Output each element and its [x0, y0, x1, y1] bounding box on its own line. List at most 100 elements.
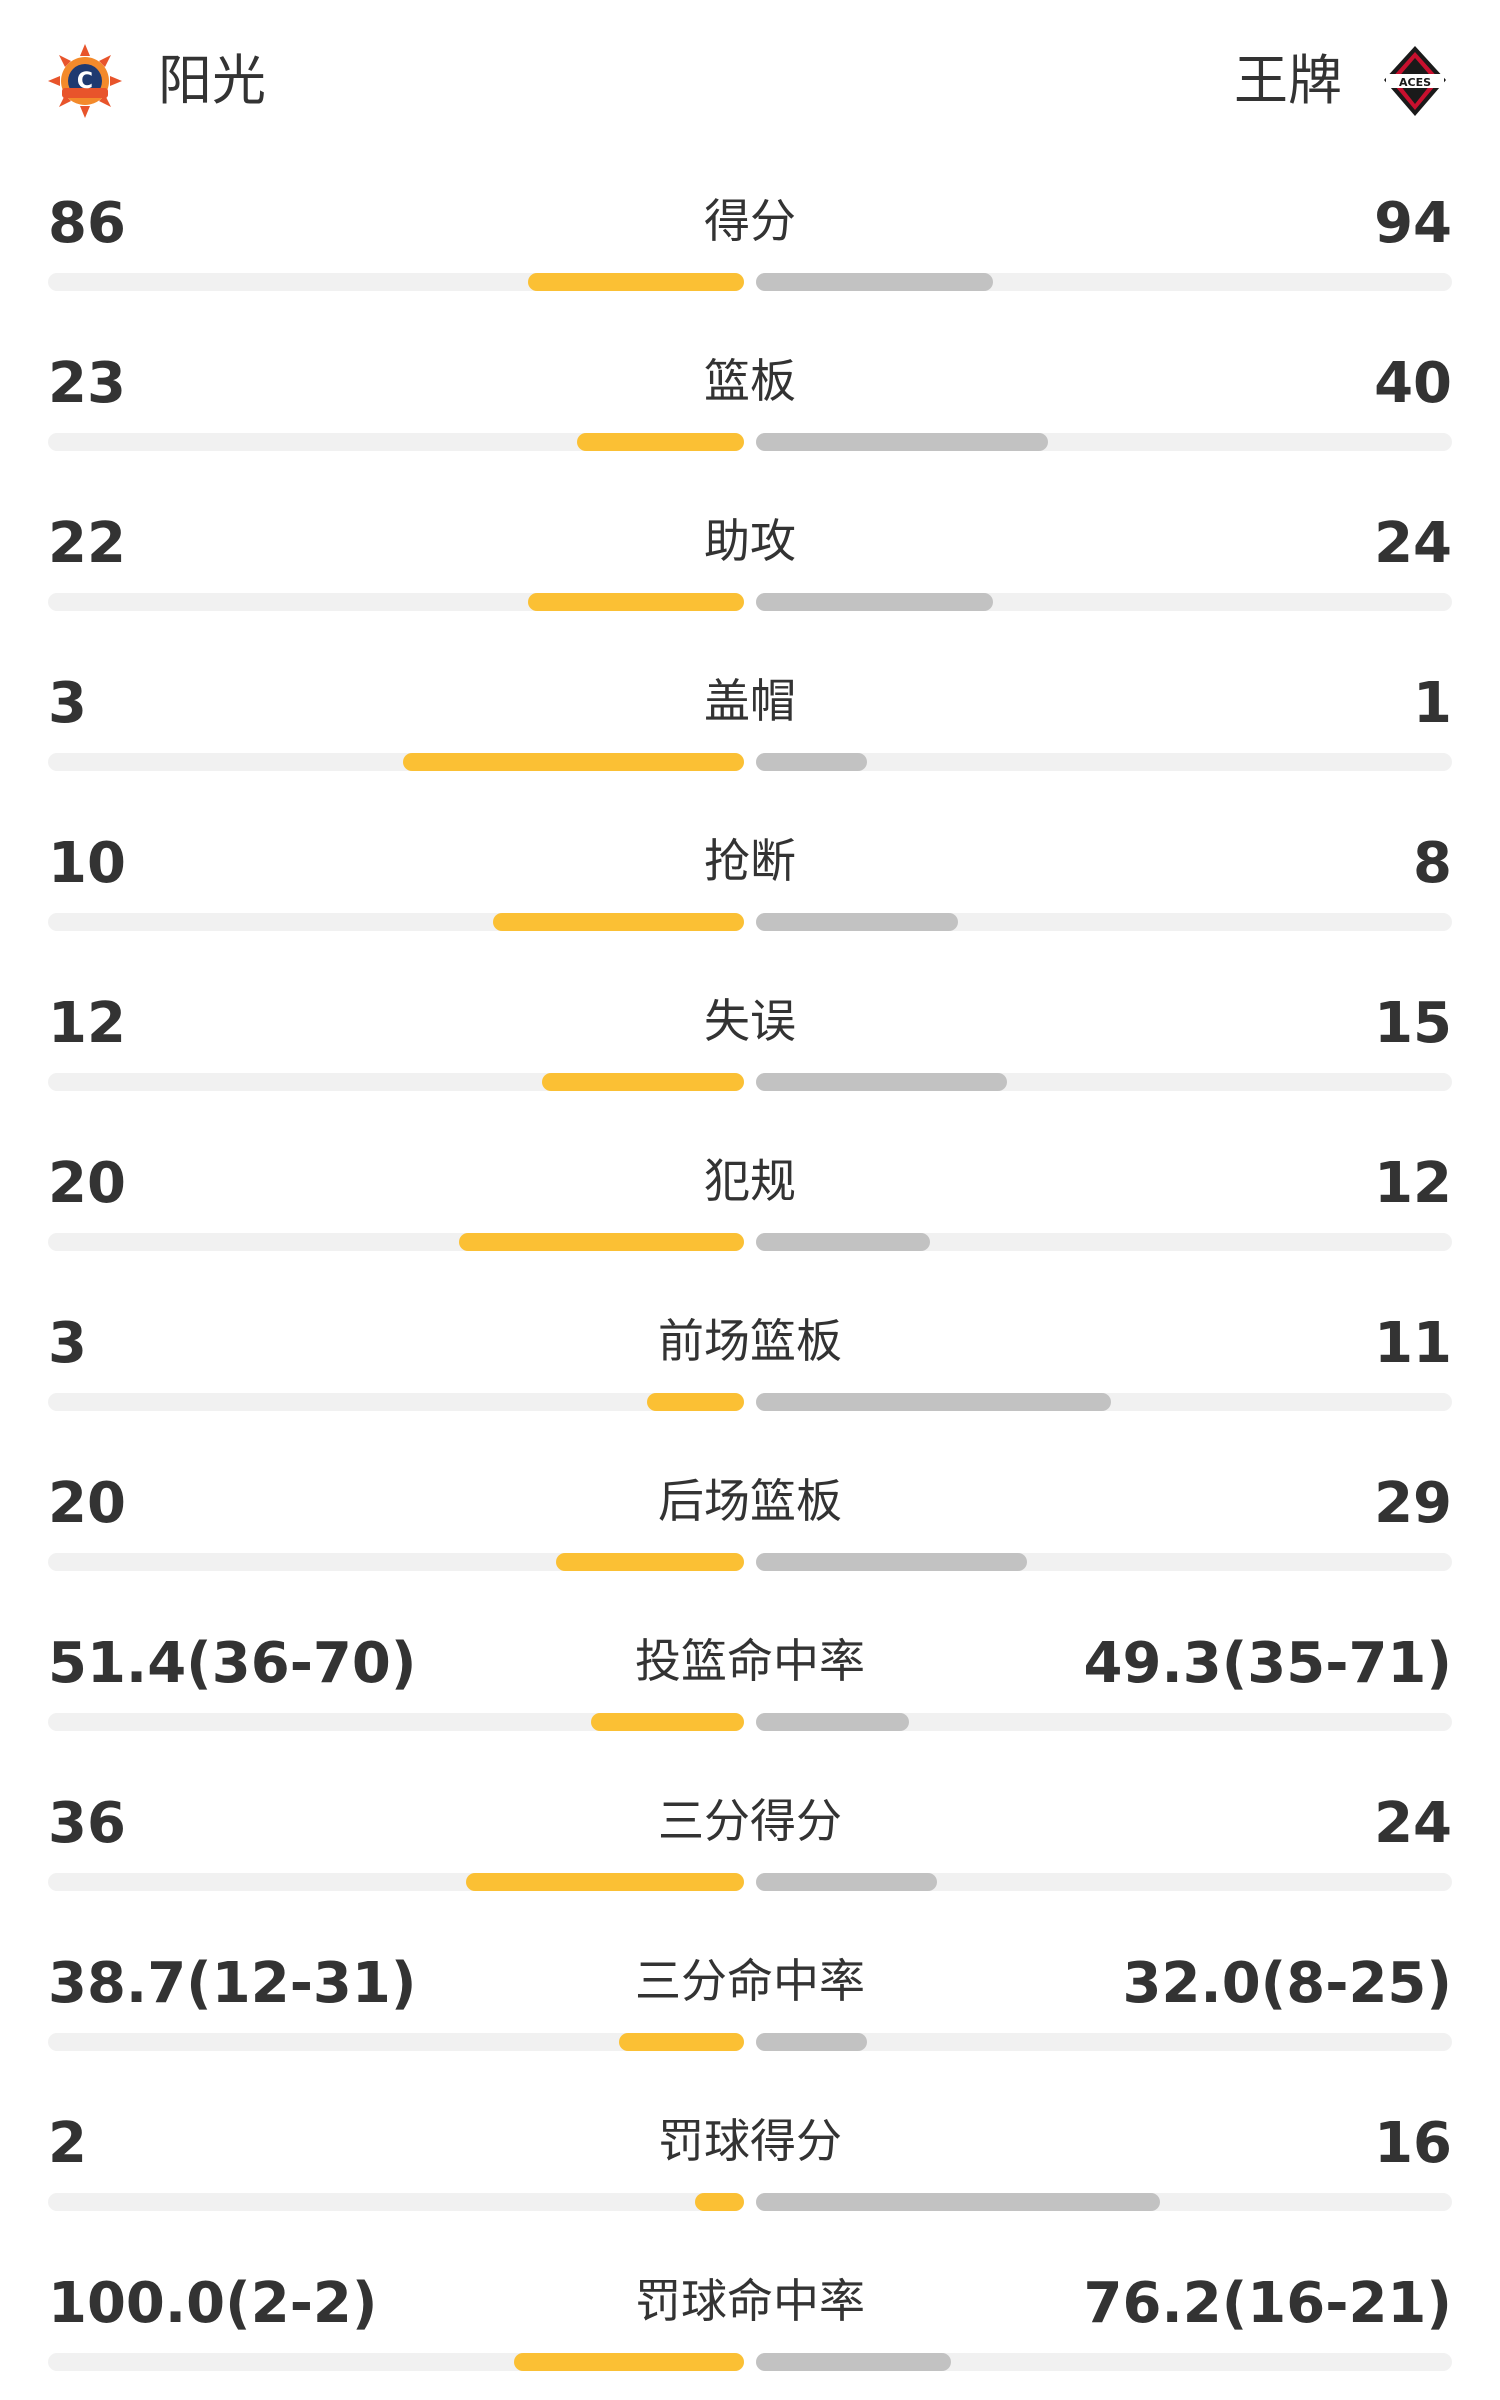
away-stat-bar-track: [756, 1393, 1452, 1411]
home-stat-value: 22: [48, 511, 126, 576]
home-stat-bar-track: [48, 433, 744, 451]
stat-label: 盖帽: [704, 674, 796, 728]
away-stat-bar-track: [756, 593, 1452, 611]
home-stat-value: 100.0(2-2): [48, 2271, 378, 2336]
home-stat-bar-track: [48, 2353, 744, 2371]
home-stat-bar-track: [48, 1073, 744, 1091]
home-stat-bar: [528, 273, 744, 291]
away-stat-bar: [756, 1713, 910, 1731]
stat-row: 38.7(12-31) 三分命中率 32.0(8-25): [0, 1920, 1500, 2080]
stat-row: 12 失误 15: [0, 960, 1500, 1120]
away-team-name: 王牌: [1234, 49, 1342, 112]
away-team[interactable]: 王牌 ACES: [1234, 38, 1454, 124]
away-stat-value: 76.2(16-21): [1083, 2271, 1452, 2336]
home-stat-value: 20: [48, 1471, 126, 1536]
stat-row: 23 篮板 40: [0, 320, 1500, 480]
home-stat-value: 36: [48, 1791, 126, 1856]
home-stat-bar-track: [48, 1233, 744, 1251]
away-stat-bar: [756, 2033, 868, 2051]
away-stat-bar-track: [756, 2033, 1452, 2051]
svg-text:ACES: ACES: [1399, 76, 1431, 89]
home-stat-value: 3: [48, 1311, 87, 1376]
home-stat-bar: [618, 2033, 744, 2051]
stat-row: 10 抢断 8: [0, 800, 1500, 960]
home-stat-bar-track: [48, 1553, 744, 1571]
away-stat-bar-track: [756, 1233, 1452, 1251]
home-stat-bar-track: [48, 1873, 744, 1891]
team-stats-comparison: 86 得分 94 23 篮板 40 22 助攻 24 3 盖帽 1 10 抢断 8 12 失误 15 20 犯规 12 3…: [0, 160, 1500, 2400]
away-stat-value: 94: [1374, 191, 1452, 256]
home-stat-value: 10: [48, 831, 126, 896]
away-stat-value: 12: [1374, 1151, 1452, 1216]
stat-row: 51.4(36-70) 投篮命中率 49.3(35-71): [0, 1600, 1500, 1760]
away-stat-bar: [756, 1073, 1007, 1091]
stat-label: 三分得分: [658, 1794, 842, 1848]
away-stat-value: 8: [1413, 831, 1452, 896]
home-stat-bar: [465, 1873, 744, 1891]
stat-row: 3 盖帽 1: [0, 640, 1500, 800]
away-stat-bar: [756, 913, 958, 931]
home-stat-bar-track: [48, 753, 744, 771]
away-stat-value: 29: [1374, 1471, 1452, 1536]
stat-row: 20 犯规 12: [0, 1120, 1500, 1280]
away-stat-value: 32.0(8-25): [1122, 1951, 1453, 2016]
home-stat-bar-track: [48, 1393, 744, 1411]
away-stat-value: 24: [1374, 511, 1452, 576]
home-stat-value: 51.4(36-70): [48, 1631, 417, 1696]
home-stat-value: 38.7(12-31): [48, 1951, 417, 2016]
away-stat-bar: [756, 1233, 930, 1251]
stat-row: 36 三分得分 24: [0, 1760, 1500, 1920]
home-team[interactable]: C 阳光: [46, 38, 266, 124]
connecticut-sun-logo-icon: C: [48, 44, 122, 118]
away-stat-bar: [756, 1393, 1111, 1411]
away-stat-bar: [756, 1553, 1028, 1571]
away-stat-bar-track: [756, 1713, 1452, 1731]
home-stat-bar-track: [48, 273, 744, 291]
home-stat-bar: [695, 2193, 744, 2211]
away-stat-bar: [756, 593, 993, 611]
away-stat-value: 16: [1374, 2111, 1452, 2176]
stat-label: 犯规: [704, 1154, 796, 1208]
away-stat-value: 49.3(35-71): [1083, 1631, 1452, 1696]
home-stat-bar: [528, 593, 744, 611]
away-stat-bar: [756, 2353, 951, 2371]
away-stat-value: 11: [1374, 1311, 1452, 1376]
home-stat-value: 23: [48, 351, 126, 416]
stat-row: 3 前场篮板 11: [0, 1280, 1500, 1440]
away-stat-bar-track: [756, 1873, 1452, 1891]
stat-label: 篮板: [704, 354, 796, 408]
home-stat-bar-track: [48, 913, 744, 931]
home-stat-bar: [556, 1553, 744, 1571]
home-stat-value: 2: [48, 2111, 87, 2176]
home-stat-bar: [402, 753, 744, 771]
away-stat-bar-track: [756, 2353, 1452, 2371]
match-header: C 阳光 王牌 ACES: [0, 0, 1500, 160]
stat-label: 抢断: [704, 834, 796, 888]
stat-label: 三分命中率: [635, 1954, 865, 2008]
home-stat-bar: [458, 1233, 744, 1251]
stat-row: 86 得分 94: [0, 160, 1500, 320]
stat-label: 投篮命中率: [635, 1634, 865, 1688]
home-stat-bar-track: [48, 593, 744, 611]
away-stat-bar: [756, 433, 1049, 451]
home-stat-bar-track: [48, 2033, 744, 2051]
home-stat-value: 86: [48, 191, 126, 256]
away-stat-value: 1: [1413, 671, 1452, 736]
stat-label: 得分: [704, 194, 796, 248]
away-stat-bar-track: [756, 753, 1452, 771]
away-stat-bar: [756, 1873, 937, 1891]
home-stat-value: 12: [48, 991, 126, 1056]
home-stat-bar: [493, 913, 744, 931]
away-stat-bar-track: [756, 433, 1452, 451]
stat-label: 罚球得分: [658, 2114, 842, 2168]
stat-label: 助攻: [704, 514, 796, 568]
away-stat-bar-track: [756, 1073, 1452, 1091]
stat-label: 罚球命中率: [635, 2274, 865, 2328]
home-stat-value: 20: [48, 1151, 126, 1216]
home-stat-bar: [590, 1713, 744, 1731]
away-stat-bar-track: [756, 1553, 1452, 1571]
home-stat-bar: [576, 433, 744, 451]
away-stat-value: 40: [1374, 351, 1452, 416]
away-stat-value: 24: [1374, 1791, 1452, 1856]
away-stat-bar-track: [756, 913, 1452, 931]
